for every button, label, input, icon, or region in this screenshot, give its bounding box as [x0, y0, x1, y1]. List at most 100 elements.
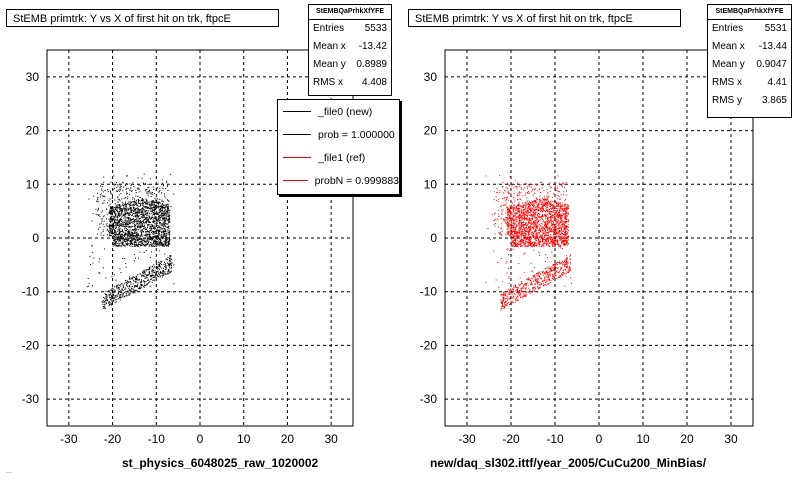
scatter-point: [564, 236, 566, 238]
scatter-point: [544, 235, 546, 237]
scatter-point: [122, 290, 124, 292]
scatter-point: [529, 228, 531, 230]
scatter-point: [169, 233, 171, 235]
scatter-point: [524, 228, 526, 230]
scatter-point: [137, 217, 139, 219]
scatter-point: [162, 217, 164, 219]
scatter-point: [570, 270, 572, 272]
scatter-point: [129, 206, 131, 208]
scatter-point: [157, 207, 159, 209]
scatter-point: [114, 242, 116, 244]
scatter-point: [555, 238, 557, 240]
scatter-point: [114, 296, 116, 298]
scatter-point: [135, 237, 137, 239]
scatter-point: [522, 226, 524, 228]
scatter-point: [532, 210, 534, 212]
scatter-point: [108, 227, 110, 229]
scatter-point: [102, 202, 104, 204]
scatter-point: [139, 184, 141, 186]
scatter-point: [112, 237, 114, 239]
scatter-point: [541, 182, 543, 184]
scatter-point: [116, 217, 118, 219]
scatter-point: [120, 272, 122, 274]
scatter-point: [553, 233, 555, 235]
scatter-point: [548, 204, 550, 206]
scatter-point: [120, 285, 122, 287]
scatter-point: [134, 220, 136, 222]
scatter-point: [567, 228, 569, 230]
scatter-point: [119, 239, 121, 241]
scatter-point: [160, 271, 162, 273]
scatter-point: [523, 284, 525, 286]
scatter-point: [165, 223, 167, 225]
scatter-point: [527, 203, 529, 205]
scatter-point: [154, 243, 156, 245]
scatter-point: [148, 220, 150, 222]
scatter-point: [111, 225, 113, 227]
scatter-point: [102, 191, 104, 193]
scatter-point: [162, 187, 164, 189]
scatter-point: [167, 211, 169, 213]
scatter-point: [112, 224, 114, 226]
scatter-point: [516, 209, 518, 211]
scatter-point: [115, 242, 117, 244]
scatter-point: [133, 239, 135, 241]
scatter-point: [562, 226, 564, 228]
scatter-point: [498, 215, 500, 217]
scatter-point: [131, 234, 133, 236]
scatter-point: [109, 234, 111, 236]
scatter-point: [115, 239, 117, 241]
scatter-point: [164, 264, 166, 266]
scatter-point: [544, 225, 546, 227]
scatter-point: [541, 209, 543, 211]
scatter-point: [555, 219, 557, 221]
scatter-point: [153, 220, 155, 222]
scatter-point: [524, 218, 526, 220]
scatter-point: [129, 235, 131, 237]
scatter-point: [527, 221, 529, 223]
scatter-point: [171, 258, 173, 260]
scatter-point: [113, 209, 115, 211]
scatter-point: [111, 214, 113, 216]
legend-line-black: [283, 111, 311, 112]
scatter-point: [142, 209, 144, 211]
scatter-point: [163, 221, 165, 223]
scatter-point: [519, 222, 521, 224]
scatter-point: [564, 245, 566, 247]
scatter-point: [148, 221, 150, 223]
scatter-point: [562, 233, 564, 235]
scatter-point: [161, 231, 163, 233]
scatter-point: [128, 215, 130, 217]
scatter-point: [514, 286, 516, 288]
scatter-point: [534, 238, 536, 240]
scatter-point: [152, 221, 154, 223]
scatter-point: [125, 232, 127, 234]
scatter-point: [113, 274, 115, 276]
scatter-point: [167, 259, 169, 261]
left-stats-name: StEMBQaPrhkXfYFE: [309, 5, 391, 20]
scatter-point: [137, 233, 139, 235]
scatter-point: [566, 207, 568, 209]
scatter-point: [152, 232, 154, 234]
scatter-point: [564, 232, 566, 234]
scatter-point: [116, 207, 118, 209]
scatter-point: [543, 214, 545, 216]
scatter-point: [544, 232, 546, 234]
scatter-point: [125, 238, 127, 240]
scatter-point: [162, 223, 164, 225]
scatter-point: [126, 231, 128, 233]
scatter-point: [554, 212, 556, 214]
scatter-point: [519, 228, 521, 230]
scatter-point: [552, 206, 554, 208]
scatter-point: [533, 245, 535, 247]
scatter-point: [150, 203, 152, 205]
scatter-point: [519, 205, 521, 207]
scatter-point: [540, 230, 542, 232]
scatter-point: [551, 220, 553, 222]
scatter-point: [128, 294, 130, 296]
scatter-point: [109, 213, 111, 215]
scatter-point: [556, 233, 558, 235]
y-tick-label: 10: [26, 177, 40, 191]
scatter-point: [518, 205, 520, 207]
scatter-point: [547, 213, 549, 215]
